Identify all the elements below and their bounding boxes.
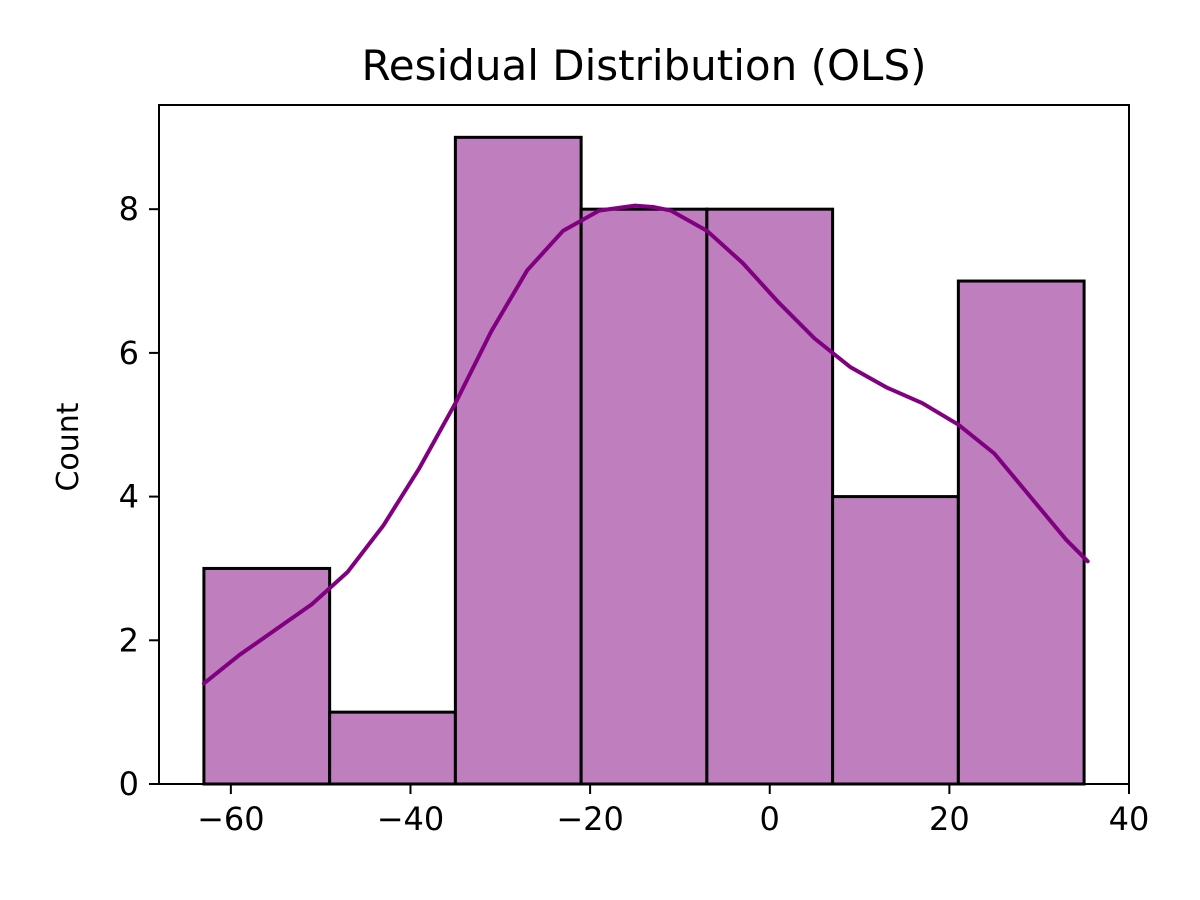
histogram-bar-3 (579, 207, 709, 786)
kde-curve (201, 203, 1090, 686)
y-tick-label-3: 6 (119, 334, 139, 372)
histogram-bar-6 (956, 279, 1086, 786)
y-tick-label-4: 8 (119, 190, 139, 228)
histogram-bar-5 (831, 495, 960, 786)
histogram-bar-1 (328, 710, 457, 786)
y-tick-label-2: 4 (119, 478, 139, 516)
x-tick-label-5: 40 (1109, 800, 1150, 838)
y-tick-label-1: 2 (119, 621, 139, 659)
y-tick-label-0: 0 (119, 765, 139, 803)
histogram-bar-0 (202, 566, 332, 786)
x-tick-label-2: −20 (556, 800, 624, 838)
x-tick-label-3: 0 (760, 800, 780, 838)
x-tick-label-0: −60 (197, 800, 265, 838)
x-tick-label-4: 20 (929, 800, 970, 838)
histogram-bar-2 (453, 135, 583, 786)
plot-area: −60 −40 −20 0 20 40 0 2 4 6 8 (119, 104, 1150, 838)
x-tick-label-1: −40 (377, 800, 445, 838)
y-axis-label: Count (51, 402, 86, 491)
axes-frame (158, 104, 1130, 785)
chart-title: Residual Distribution (OLS) (362, 41, 927, 90)
